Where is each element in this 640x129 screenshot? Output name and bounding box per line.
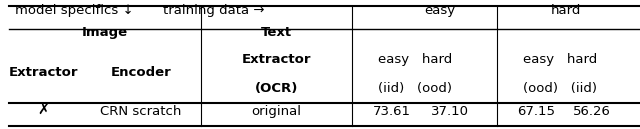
Text: easy: easy [425,4,456,17]
Text: Extractor: Extractor [9,66,78,79]
Text: Extractor: Extractor [242,53,311,66]
Text: Encoder: Encoder [111,66,172,79]
Text: CRN scratch: CRN scratch [100,105,182,118]
Text: Text: Text [261,26,292,39]
Text: (ood)   (iid): (ood) (iid) [523,82,597,95]
Text: ✗: ✗ [37,103,50,118]
Text: original: original [252,105,301,118]
Text: 37.10: 37.10 [431,105,468,118]
Text: 67.15: 67.15 [518,105,556,118]
Text: easy   hard: easy hard [378,53,452,66]
Text: (iid)   (ood): (iid) (ood) [378,82,452,95]
Text: (OCR): (OCR) [255,82,298,95]
Text: model specifics ↓: model specifics ↓ [15,4,134,17]
Text: Image: Image [81,26,127,39]
Text: hard: hard [551,4,581,17]
Text: training data →: training data → [163,4,265,17]
Text: easy   hard: easy hard [523,53,597,66]
Text: 73.61: 73.61 [372,105,411,118]
Text: 56.26: 56.26 [572,105,611,118]
